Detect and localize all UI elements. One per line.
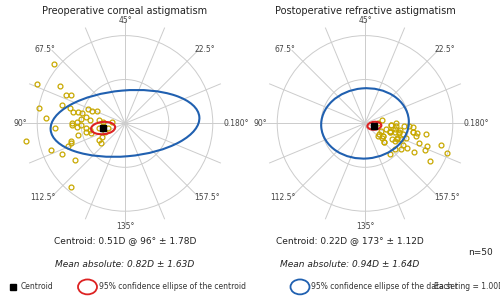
Text: Centroid: 0.22D @ 173° ± 1.12D: Centroid: 0.22D @ 173° ± 1.12D [276,236,424,245]
Text: 157.5°: 157.5° [434,193,460,202]
Text: 135°: 135° [356,222,374,231]
Text: 67.5°: 67.5° [274,45,295,54]
Text: 90°: 90° [253,119,266,128]
Text: Each ring = 1.00D: Each ring = 1.00D [434,282,500,291]
Text: Mean absolute: 0.82D ± 1.63D: Mean absolute: 0.82D ± 1.63D [56,260,194,269]
Text: 90°: 90° [13,119,26,128]
Text: 95% confidence ellipse of the centroid: 95% confidence ellipse of the centroid [99,282,246,291]
Text: Centroid: Centroid [21,282,54,291]
Text: 95% confidence ellipse of the data set: 95% confidence ellipse of the data set [311,282,458,291]
Text: 157.5°: 157.5° [194,193,220,202]
Text: 45°: 45° [358,16,372,25]
Text: 112.5°: 112.5° [30,193,56,202]
Text: 45°: 45° [118,16,132,25]
Text: 67.5°: 67.5° [34,45,56,54]
Text: n=50: n=50 [468,248,492,257]
Text: 22.5°: 22.5° [194,45,215,54]
Text: 0.180°: 0.180° [224,119,249,128]
Text: 112.5°: 112.5° [270,193,295,202]
Text: 135°: 135° [116,222,134,231]
Text: 0.180°: 0.180° [464,119,489,128]
Title: Postoperative refractive astigmatism: Postoperative refractive astigmatism [274,6,456,16]
Title: Preoperative corneal astigmatism: Preoperative corneal astigmatism [42,6,207,16]
Text: Centroid: 0.51D @ 96° ± 1.78D: Centroid: 0.51D @ 96° ± 1.78D [54,236,196,245]
Text: 22.5°: 22.5° [434,45,455,54]
Text: Mean absolute: 0.94D ± 1.64D: Mean absolute: 0.94D ± 1.64D [280,260,419,269]
